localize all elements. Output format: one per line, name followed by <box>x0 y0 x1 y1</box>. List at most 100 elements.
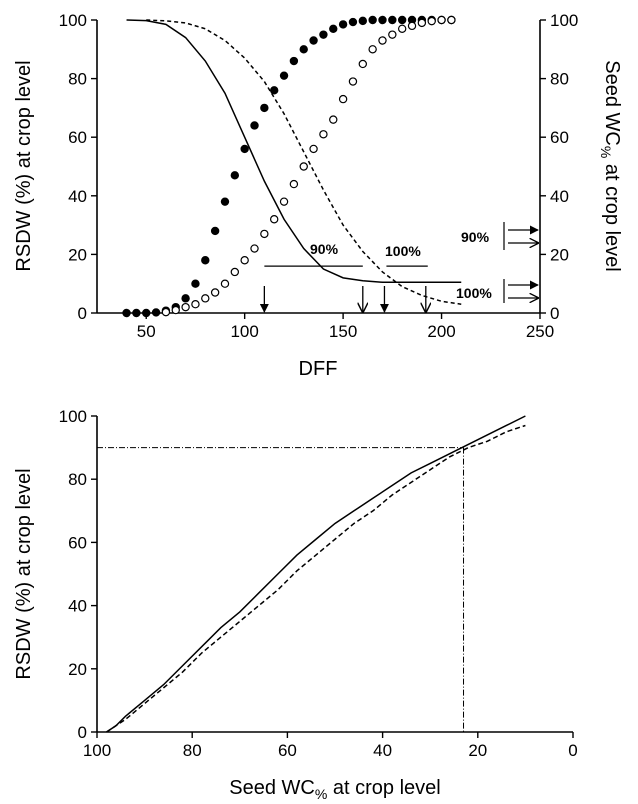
open-circle-point <box>230 267 240 277</box>
open-circle-point <box>171 305 180 315</box>
bottom-y-tick-label: 0 <box>78 723 87 742</box>
bottom-x-title-tail: at crop level <box>327 777 440 799</box>
top-y-axis-title: RSDW (%) at crop level <box>13 60 35 271</box>
top-y2-tick-label: 60 <box>550 128 569 147</box>
open-circle-point <box>329 115 338 124</box>
top-y2-tick-label: 80 <box>550 70 569 89</box>
bottom-solid-line <box>106 415 526 733</box>
filled-circle-point <box>142 308 151 318</box>
top-y2-tick-label: 100 <box>550 11 578 30</box>
bottom-x-tick-label: 40 <box>373 741 392 760</box>
open-circle-point <box>289 179 299 189</box>
filled-circle-point <box>309 36 318 45</box>
open-circle-point <box>437 15 446 25</box>
filled-circle-point <box>368 15 377 25</box>
dashed-curve-line <box>146 19 462 305</box>
top-grid-axes <box>96 20 541 314</box>
filled-circle-point <box>397 15 407 25</box>
top-y2-title-sub: % <box>598 146 614 158</box>
top-y2-title-main: Seed WC <box>601 60 623 146</box>
label-100-center: 100% <box>385 243 421 259</box>
top-y2-tick-label: 20 <box>550 245 569 264</box>
label-100-right: 100% <box>456 285 492 301</box>
bottom-y-tick-label: 40 <box>68 597 87 616</box>
filled-circle-point <box>289 56 299 66</box>
bottom-series <box>106 415 526 733</box>
filled-circle-point <box>191 279 200 288</box>
bottom-x-tick-label: 0 <box>568 741 577 760</box>
filled-circle-point <box>220 197 230 206</box>
top-series <box>122 15 462 318</box>
bottom-x-axis-title: Seed WC% at crop level <box>229 777 440 802</box>
filled-circle-point <box>122 308 131 318</box>
top-x-tick-label: 150 <box>329 322 357 341</box>
filled-circle-point <box>260 103 269 113</box>
filled-circle-point <box>338 20 348 29</box>
filled-circle-point <box>181 294 190 303</box>
top-x-axis-title: DFF <box>299 358 338 380</box>
filled-circle-point <box>329 24 338 33</box>
filled-circle-point <box>358 16 367 26</box>
open-circle-point <box>368 45 377 54</box>
bottom-x-tick-label: 20 <box>468 741 487 760</box>
open-circle-point <box>338 94 348 104</box>
open-circle-point <box>270 215 279 224</box>
open-circle-point <box>397 24 407 33</box>
open-circle-point <box>279 197 289 206</box>
top-y-tick-label: 80 <box>68 70 87 89</box>
filled-circle-point <box>299 45 308 54</box>
open-circle-point <box>161 307 171 317</box>
open-circle-point <box>378 36 387 45</box>
top-y-tick-label: 20 <box>68 245 87 264</box>
top-y2-title-tail: at crop level <box>601 158 623 271</box>
top-x-tick-label: 100 <box>230 322 258 341</box>
bottom-y-tick-label: 20 <box>68 660 87 679</box>
open-circle-point <box>447 15 456 25</box>
filled-circle-point <box>378 15 387 25</box>
open-circle-point <box>240 256 249 265</box>
open-circle-point <box>250 244 259 253</box>
open-circle-point <box>348 77 358 86</box>
open-circle-point <box>201 294 210 303</box>
top-y2-axis-title: Seed WC% at crop level <box>598 60 623 271</box>
label-90-right: 90% <box>461 229 490 245</box>
open-circle-point <box>220 279 230 288</box>
open-circle-point <box>181 302 190 312</box>
top-y-tick-label: 60 <box>68 128 87 147</box>
top-y-tick-label: 100 <box>59 11 87 30</box>
filled-circle-point <box>319 30 328 39</box>
filled-circle-point <box>210 226 220 236</box>
top-y2-tick-label: 40 <box>550 187 569 206</box>
filled-circle-point <box>270 86 279 95</box>
filled-circle-point <box>201 256 210 265</box>
filled-circle-point <box>230 171 240 180</box>
open-circle-point <box>388 30 397 39</box>
filled-circle-point <box>250 121 259 130</box>
bottom-y-tick-label: 100 <box>59 407 87 426</box>
open-circle-point <box>358 59 367 69</box>
solid-curve-line <box>126 19 462 283</box>
bottom-y-axis-title: RSDW (%) at crop level <box>13 468 35 679</box>
bottom-ticks: 100 80 60 40 20 0 0 20 40 60 80 100 <box>59 407 578 760</box>
top-x-tick-label: 250 <box>526 322 554 341</box>
filled-circle-point <box>388 15 397 25</box>
top-annotation-shapes <box>259 222 538 312</box>
open-circle-point <box>299 162 308 171</box>
open-circle-point <box>319 130 328 139</box>
top-y-tick-label: 0 <box>78 304 87 323</box>
bottom-y-tick-label: 80 <box>68 470 87 489</box>
open-circle-point <box>407 21 417 31</box>
filled-circle-point <box>132 308 141 318</box>
bottom-x-tick-label: 80 <box>183 741 202 760</box>
bottom-y-tick-label: 60 <box>68 533 87 552</box>
bottom-reference-lines <box>97 447 465 732</box>
bottom-dashed-line <box>106 424 526 733</box>
top-y2-tick-label: 0 <box>550 304 559 323</box>
open-circle-point <box>260 229 269 239</box>
filled-circle-point <box>279 71 289 80</box>
top-y-tick-label: 40 <box>68 187 87 206</box>
label-90-center: 90% <box>310 241 339 257</box>
